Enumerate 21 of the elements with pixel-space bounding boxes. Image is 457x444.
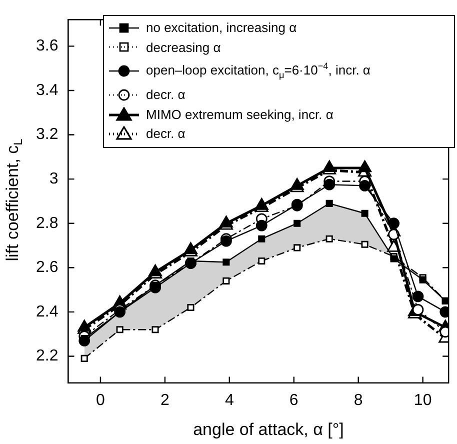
y-tick-label: 2.8: [36, 214, 58, 232]
x-tick-label: 6: [289, 392, 298, 409]
x-tick-label: 2: [160, 392, 170, 409]
y-tick-label: 3: [49, 170, 58, 188]
x-tick-label: 8: [354, 392, 363, 409]
y-tick-label: 3.4: [36, 82, 58, 99]
x-tick-label: 4: [224, 392, 234, 409]
y-tick-label: 3.2: [36, 126, 58, 144]
legend-label: no excitation, increasing α: [146, 19, 298, 37]
y-tick-label: 2.6: [36, 259, 58, 276]
x-tick-label: 10: [414, 392, 432, 409]
legend-label: decr. α: [146, 86, 186, 104]
x-tick-label: 0: [96, 392, 106, 409]
y-tick-label: 2.2: [36, 348, 58, 365]
legend-label: open–loop excitation, c$_{μ}$=6·10$^{−4}$, incr. α: [146, 60, 372, 82]
x-axis-title: angle of attack, α [°]: [192, 420, 345, 440]
y-tick-label: 3.6: [36, 38, 58, 55]
y-tick-label: 2.4: [36, 303, 58, 320]
legend-label: decr. α: [146, 125, 186, 144]
legend-label: MIMO extremum seeking, incr. α: [146, 106, 334, 124]
legend-label: decreasing α: [146, 38, 222, 57]
